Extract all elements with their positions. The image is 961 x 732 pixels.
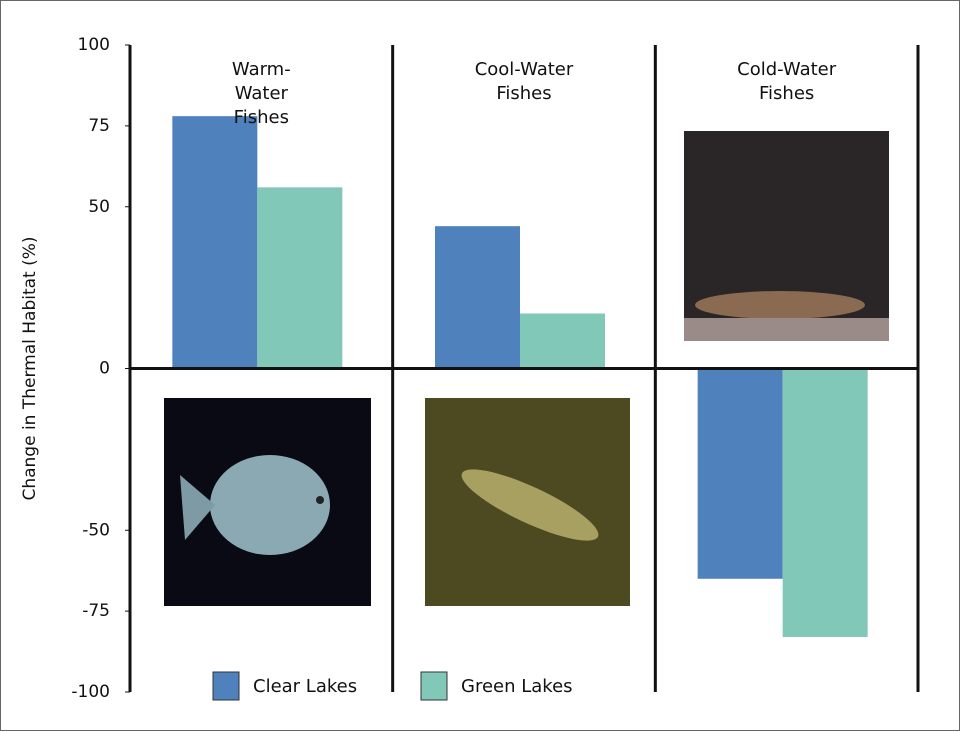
cold-fish-photo: [684, 131, 889, 341]
bar: [697, 368, 783, 579]
y-tick-label: -50: [82, 520, 110, 540]
bar: [257, 187, 343, 369]
cool-fish-photo: [425, 398, 630, 606]
y-tick-label: 50: [88, 197, 110, 217]
y-tick-label: -75: [82, 601, 110, 621]
legend-swatch: [420, 671, 448, 701]
legend-swatch: [212, 671, 240, 701]
y-axis-label: Change in Thermal Habitat (%): [20, 236, 40, 500]
y-tick-label: 75: [88, 116, 110, 136]
warm-fish-photo: [164, 398, 371, 606]
bar: [520, 313, 605, 369]
bar: [172, 116, 258, 369]
legend-label: Green Lakes: [461, 676, 573, 697]
y-tick-label: -100: [71, 682, 110, 702]
bar: [782, 368, 868, 638]
legend-label: Clear Lakes: [253, 676, 357, 697]
y-tick-label: 100: [78, 35, 110, 55]
y-tick-label: 0: [99, 359, 110, 379]
category-label: Cool-Water Fishes: [474, 59, 574, 104]
category-label: Warm-Water Fishes: [231, 59, 291, 128]
category-label: Cold-Water Fishes: [737, 59, 837, 104]
bar: [435, 226, 520, 369]
